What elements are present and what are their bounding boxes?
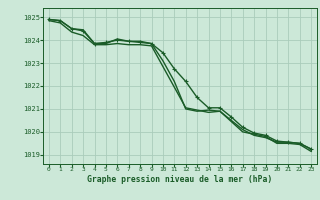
X-axis label: Graphe pression niveau de la mer (hPa): Graphe pression niveau de la mer (hPa)	[87, 175, 273, 184]
